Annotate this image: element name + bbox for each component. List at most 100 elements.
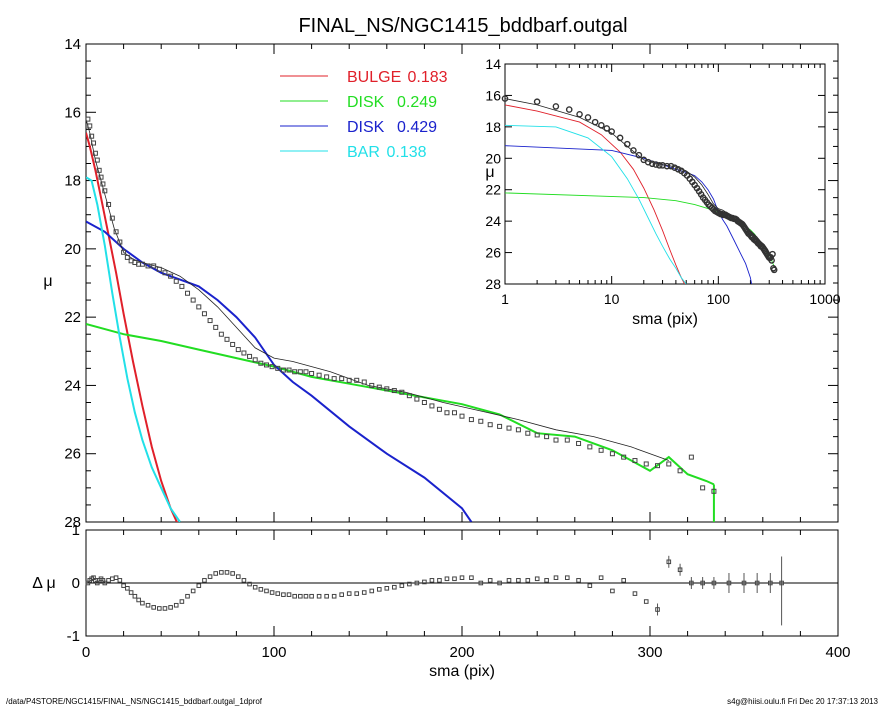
x-axis-label: sma (pix) <box>429 663 495 680</box>
inset-y-ticks: 14 16 18 20 22 24 26 28 <box>485 56 825 292</box>
residual-point <box>610 588 615 594</box>
observed-point <box>109 215 115 221</box>
residual-point <box>258 587 264 592</box>
residual-point <box>102 580 108 586</box>
residual-point <box>117 578 123 583</box>
legend-value: 0.249 <box>397 94 437 111</box>
residual-point <box>429 578 435 583</box>
residual-point <box>316 593 322 599</box>
observed-point <box>459 413 465 419</box>
main-x-ticks <box>85 44 839 522</box>
inset-series-line-3 <box>505 124 687 284</box>
residual-point <box>564 575 570 581</box>
inset-observed-point <box>603 125 611 132</box>
inset-y-tick-label: 28 <box>485 276 501 292</box>
residual-point <box>173 602 179 608</box>
inset-series-line-0 <box>505 104 686 284</box>
series-line-bulge-0 <box>86 132 178 522</box>
residual-point <box>224 570 230 575</box>
residual-point <box>487 578 493 583</box>
inset-y-tick-label: 14 <box>485 56 501 72</box>
observed-point <box>688 454 694 460</box>
residual-point <box>309 593 314 599</box>
residual-point <box>252 584 258 590</box>
inset-y-tick-label: 16 <box>485 87 501 103</box>
residual-point <box>506 578 512 583</box>
residual-point <box>168 605 173 610</box>
residual-point <box>275 591 281 596</box>
observed-point <box>444 410 450 416</box>
inset-observed-point <box>630 147 637 154</box>
inset-observed-point <box>598 121 605 129</box>
residual-point <box>399 583 405 588</box>
observed-point <box>190 297 196 303</box>
observed-point <box>303 369 309 375</box>
y-tick-label: 22 <box>64 309 81 326</box>
residual-point <box>369 588 375 594</box>
residual-point <box>655 607 660 612</box>
residual-point <box>544 578 549 583</box>
inset-observed-point <box>656 162 663 169</box>
residual-y-tick-label: 0 <box>72 575 80 592</box>
residual-point <box>768 580 773 586</box>
inset-y-axis-label: μ <box>485 164 494 181</box>
residual-point <box>113 575 119 581</box>
observed-point <box>361 379 367 385</box>
observed-point <box>89 133 95 139</box>
residual-point <box>392 584 397 590</box>
footer-file-path: /data/P4STORE/NGC1415/FINAL_NS/NGC1415_b… <box>6 697 263 706</box>
observed-point <box>436 406 442 412</box>
residual-point <box>207 574 213 579</box>
residual-y-ticks: 1 0 -1 <box>67 522 838 645</box>
residual-point <box>298 593 303 599</box>
residual-y-axis-label: Δ μ <box>32 575 55 592</box>
residual-point <box>235 574 241 579</box>
observed-point <box>384 386 390 392</box>
observed-point <box>173 278 179 284</box>
residual-point <box>140 600 145 606</box>
residual-point <box>213 571 219 576</box>
residual-point <box>185 593 190 599</box>
observed-point <box>96 167 102 173</box>
observed-point <box>655 463 661 469</box>
observed-point <box>487 422 493 428</box>
observed-point <box>346 377 352 383</box>
observed-point <box>406 393 412 399</box>
observed-point <box>506 425 512 431</box>
residual-point <box>497 580 502 586</box>
series-line-disk-2 <box>86 220 473 522</box>
observed-point <box>106 201 112 207</box>
observed-point <box>213 324 219 330</box>
residual-point <box>151 605 156 610</box>
observed-point <box>564 437 570 443</box>
observed-point <box>339 376 345 382</box>
legend-label: BAR <box>347 144 380 161</box>
legend-label: DISK <box>347 94 385 111</box>
residual-point <box>128 590 134 595</box>
observed-point <box>258 360 264 366</box>
residual-panel: 10-1 0 100 200 300 400 Δ μ sma (pix) <box>32 522 850 680</box>
observed-point <box>297 369 303 375</box>
inset-observed-point <box>623 140 631 148</box>
inset-observed-point <box>608 128 615 135</box>
residual-point <box>621 578 626 583</box>
inset-series-line-2 <box>505 145 753 284</box>
residual-point <box>303 593 309 599</box>
observed-point <box>162 270 168 276</box>
observed-point <box>525 430 531 436</box>
inset-observed-point <box>663 162 671 170</box>
residual-point <box>452 576 457 582</box>
residual-point <box>230 571 235 576</box>
y-tick-label: 18 <box>64 173 81 190</box>
main-series <box>86 118 715 522</box>
observed-point <box>429 403 435 409</box>
inset-x-tick-label: 1000 <box>809 291 840 307</box>
residual-point <box>219 570 224 575</box>
residual-point <box>576 578 581 583</box>
observed-point <box>168 273 174 279</box>
inset-observed-point <box>768 257 775 264</box>
observed-point <box>700 485 706 491</box>
observed-point <box>156 266 162 272</box>
observed-point <box>87 123 93 129</box>
